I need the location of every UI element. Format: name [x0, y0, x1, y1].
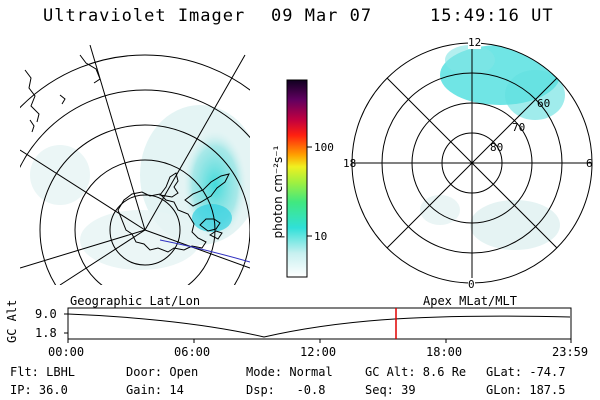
- altitude-curve: [67, 313, 571, 338]
- mlat-label-60: 60: [537, 97, 551, 110]
- altitude-timeline: [64, 307, 572, 343]
- timeline-xtick-4: 23:59: [552, 345, 589, 359]
- colorbar: [286, 79, 312, 278]
- coastlines: [24, 54, 230, 253]
- info-glon: GLon: 187.5: [486, 383, 566, 397]
- timeline-xtick-2: 12:00: [300, 345, 337, 359]
- colorbar-tick-100: 100: [314, 141, 334, 154]
- colorbar-unit: photon cm⁻²s⁻¹: [271, 145, 285, 239]
- info-dsp: Dsp: -0.8: [246, 383, 326, 397]
- instrument-title: Ultraviolet Imager: [43, 6, 246, 26]
- mlt-label-6: 6: [586, 157, 593, 170]
- info-gain: Gain: 14: [126, 383, 184, 397]
- timeline-y-label: GC Alt: [5, 299, 19, 343]
- latitude-grid: [20, 54, 250, 285]
- info-filter: Flt: LBHL: [10, 365, 76, 379]
- mlt-label-0: 0: [468, 278, 475, 291]
- mlt-label-12: 12: [468, 36, 482, 49]
- info-door: Door: Open: [126, 365, 199, 379]
- timeline-xtick-0: 00:00: [48, 345, 85, 359]
- date-label: 09 Mar 07: [271, 6, 373, 26]
- timeline-xtick-3: 18:00: [426, 345, 463, 359]
- time-label: 15:49:16 UT: [430, 6, 554, 26]
- timeline-ytick-low: 1.8: [35, 326, 57, 340]
- timeline-ytick-high: 9.0: [35, 307, 57, 321]
- info-seq: Seq: 39: [365, 383, 416, 397]
- geographic-map: [20, 45, 250, 285]
- magnetic-polar-plot: [351, 42, 593, 284]
- info-ip: IP: 36.0: [10, 383, 68, 397]
- colorbar-scale: [286, 79, 308, 278]
- colorbar-tick-10: 10: [314, 230, 328, 243]
- left-panel-caption: Geographic Lat/Lon: [70, 294, 201, 308]
- info-glat: GLat: -74.7: [486, 365, 566, 379]
- right-panel-caption: Apex MLat/MLT: [423, 294, 517, 308]
- info-mode: Mode: Normal: [246, 365, 333, 379]
- mlt-label-18: 18: [343, 157, 357, 170]
- timeline-xtick-1: 06:00: [174, 345, 211, 359]
- mlat-label-80: 80: [490, 141, 504, 154]
- mlat-label-70: 70: [512, 121, 526, 134]
- info-gc-alt: GC Alt: 8.6 Re: [365, 365, 467, 379]
